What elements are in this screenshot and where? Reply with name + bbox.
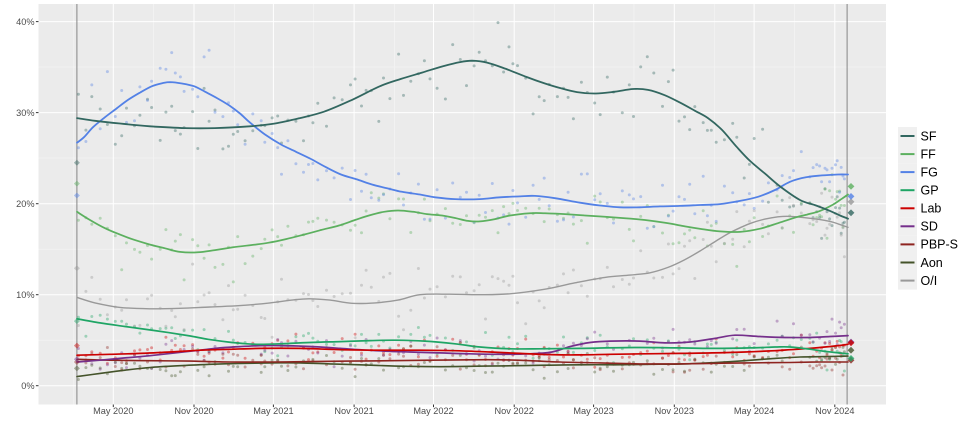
svg-text:30%: 30% (16, 108, 34, 118)
svg-text:May 2024: May 2024 (734, 406, 774, 416)
svg-text:O/I: O/I (921, 274, 938, 288)
svg-text:GP: GP (921, 184, 939, 198)
svg-text:0%: 0% (21, 381, 34, 391)
svg-text:Nov 2021: Nov 2021 (334, 406, 373, 416)
svg-text:Nov 2023: Nov 2023 (655, 406, 694, 416)
svg-text:40%: 40% (16, 17, 34, 27)
svg-text:Nov 2020: Nov 2020 (174, 406, 213, 416)
svg-text:SD: SD (921, 220, 938, 234)
svg-text:PBP-S: PBP-S (921, 238, 959, 252)
svg-text:Nov 2022: Nov 2022 (495, 406, 534, 416)
svg-text:May 2021: May 2021 (253, 406, 293, 416)
svg-text:FG: FG (921, 165, 938, 179)
svg-text:May 2020: May 2020 (93, 406, 133, 416)
svg-text:Aon: Aon (921, 256, 943, 270)
svg-text:Nov 2024: Nov 2024 (815, 406, 854, 416)
svg-text:May 2023: May 2023 (573, 406, 613, 416)
svg-text:10%: 10% (16, 290, 34, 300)
svg-text:Lab: Lab (921, 202, 942, 216)
svg-text:20%: 20% (16, 199, 34, 209)
svg-text:SF: SF (921, 129, 937, 143)
svg-text:May 2022: May 2022 (413, 406, 453, 416)
svg-text:FF: FF (921, 147, 937, 161)
